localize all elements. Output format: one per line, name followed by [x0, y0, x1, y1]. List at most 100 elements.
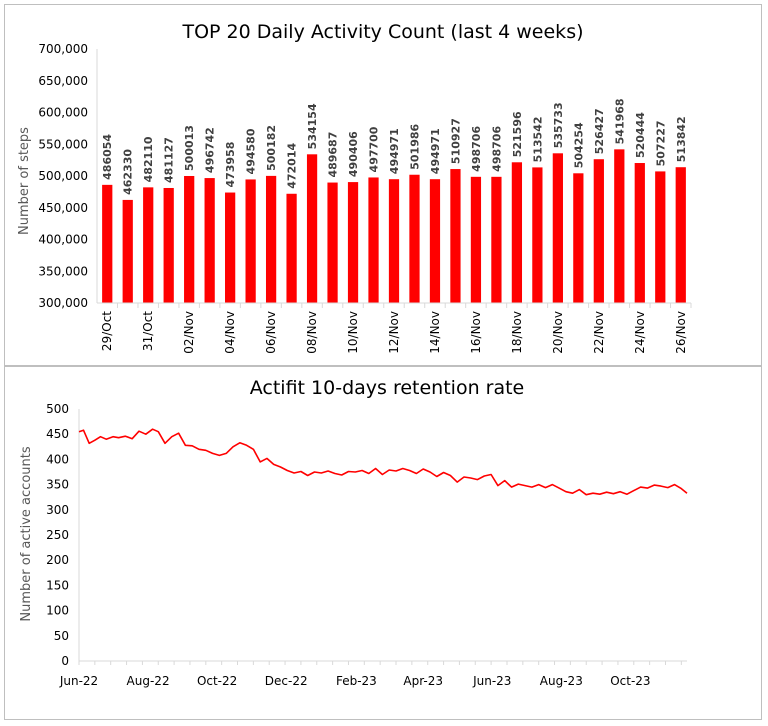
line-chart-y-tick-label: 400	[46, 452, 69, 466]
line-chart-panel: Actifit 10-days retention rate Number of…	[4, 366, 762, 720]
bar-data-label: 534154	[306, 103, 319, 149]
bar-chart: TOP 20 Daily Activity Count (last 4 week…	[17, 21, 692, 354]
bar-chart-y-tick-label: 400,000	[38, 233, 88, 247]
bar	[491, 176, 502, 303]
bar	[245, 179, 256, 303]
bar-data-label: 520444	[634, 112, 647, 158]
bar-chart-x-tick-label: 06/Nov	[264, 311, 278, 354]
bar	[573, 173, 584, 303]
line-chart-y-axis-label: Number of active accounts	[19, 446, 34, 621]
line-chart: Actifit 10-days retention rate Number of…	[19, 377, 688, 688]
line-chart-x-tick-label: Aug-22	[127, 674, 170, 688]
bar	[143, 187, 154, 303]
bar-chart-x-tick-label: 10/Nov	[346, 311, 360, 354]
bar	[511, 162, 523, 303]
bar-data-label: 510927	[449, 118, 462, 164]
line-chart-x-tick-label: Apr-23	[403, 674, 443, 688]
bar-data-label: 462330	[122, 149, 135, 195]
bar-data-label: 494580	[245, 128, 258, 174]
bar-chart-x-tick-label: 29/Oct	[100, 311, 114, 351]
bar	[552, 153, 563, 303]
bar	[265, 175, 277, 303]
bar-data-label: 498706	[470, 126, 483, 172]
bar-data-label: 489687	[327, 132, 340, 178]
bar-chart-x-tick-label: 20/Nov	[551, 311, 565, 354]
bar-chart-x-tick-label: 04/Nov	[223, 311, 237, 354]
bar-data-label: 496742	[204, 127, 217, 173]
bar	[388, 179, 400, 303]
bar-data-label: 513842	[675, 116, 688, 162]
bar	[450, 169, 461, 303]
bar-chart-x-tick-label: 26/Nov	[674, 311, 688, 354]
line-chart-y-tick-label: 100	[46, 604, 69, 618]
bar	[327, 182, 338, 303]
bar-chart-y-tick-label: 600,000	[38, 106, 88, 120]
bar-data-label: 541968	[613, 98, 626, 144]
bar-data-label: 481127	[163, 137, 176, 183]
bar-chart-x-tick-label: 16/Nov	[469, 311, 483, 354]
bar	[163, 187, 174, 303]
bar-chart-data-labels: 486054 462330 482110 481127 500013 496742 4739…	[101, 98, 688, 195]
bar	[122, 199, 133, 303]
bar-data-label: 494971	[388, 128, 401, 174]
bar	[184, 175, 195, 303]
bar-chart-x-tick-label: 24/Nov	[633, 311, 647, 354]
bar-chart-y-axis-label: Number of steps	[17, 127, 32, 235]
bar-data-label: 521596	[511, 111, 524, 157]
bar-data-label: 500182	[265, 125, 278, 171]
bar-chart-y-tick-label: 700,000	[38, 42, 88, 56]
bar	[204, 178, 215, 303]
bar-chart-y-tick-label: 450,000	[38, 201, 88, 215]
bar-chart-y-tick-label: 650,000	[38, 74, 88, 88]
line-chart-x-tick-label: Oct-22	[197, 674, 237, 688]
line-chart-title: Actifit 10-days retention rate	[250, 377, 525, 399]
bar-data-label: 486054	[101, 134, 114, 180]
bar-data-label: 526427	[593, 108, 606, 154]
bar-data-label: 504254	[572, 122, 585, 168]
line-chart-y-tick-label: 300	[46, 503, 69, 517]
bar	[593, 159, 604, 303]
bar	[429, 179, 441, 303]
bar-chart-y-tick-label: 500,000	[38, 169, 88, 183]
bar	[306, 154, 318, 303]
bar	[368, 177, 379, 303]
bar-chart-x-tick-label: 22/Nov	[592, 311, 606, 354]
bar	[286, 193, 297, 303]
bar-chart-x-tick-label: 02/Nov	[182, 311, 196, 354]
bar-data-label: 482110	[142, 136, 155, 182]
line-chart-x-tick-label: Feb-23	[336, 674, 377, 688]
bar-chart-x-tick-label: 14/Nov	[428, 311, 442, 354]
line-chart-y-tick-label: 200	[46, 553, 69, 567]
bar	[102, 184, 113, 303]
bar	[409, 174, 420, 303]
bar	[614, 149, 625, 303]
bar-data-label: 472014	[286, 143, 299, 189]
bar-chart-y-tick-label: 350,000	[38, 264, 88, 278]
line-chart-series	[78, 428, 688, 496]
bar-data-label: 500013	[183, 125, 196, 171]
bar-chart-x-tick-label: 18/Nov	[510, 311, 524, 354]
bar	[347, 182, 359, 303]
bar-chart-panel: TOP 20 Daily Activity Count (last 4 week…	[4, 4, 762, 366]
bar-data-label: 513542	[531, 116, 544, 162]
bar-chart-x-tick-label: 08/Nov	[305, 311, 319, 354]
bar-chart-y-tick-label: 300,000	[38, 296, 88, 310]
line-chart-x-axis: Jun-22 Aug-22 Oct-22 Dec-22 Feb-23 Apr-23 Jun-…	[59, 660, 687, 688]
line-chart-y-tick-label: 500	[46, 402, 69, 416]
bar-chart-x-axis: 29/Oct 31/Oct 02/Nov 04/Nov 06/Nov 08/Nov 10/N…	[97, 302, 692, 354]
bar-data-label: 535733	[552, 102, 565, 148]
line-chart-y-tick-label: 350	[46, 478, 69, 492]
bar-data-label: 497700	[368, 126, 381, 172]
line-chart-x-tick-label: Aug-23	[540, 674, 583, 688]
bar-data-label: 490406	[347, 131, 360, 177]
line-chart-y-tick-label: 50	[54, 629, 69, 643]
line-chart-y-tick-label: 450	[46, 427, 69, 441]
bar-chart-y-axis: 300,000 350,000 400,000 450,000 500,000 550,0…	[38, 42, 98, 310]
bar-chart-x-tick-label: 12/Nov	[387, 311, 401, 354]
retention-series-line	[78, 428, 688, 496]
bar	[225, 192, 236, 303]
line-chart-x-tick-label: Dec-22	[265, 674, 308, 688]
bar-chart-bars	[102, 149, 686, 303]
bar	[532, 167, 543, 303]
bar-data-label: 498706	[490, 126, 503, 172]
